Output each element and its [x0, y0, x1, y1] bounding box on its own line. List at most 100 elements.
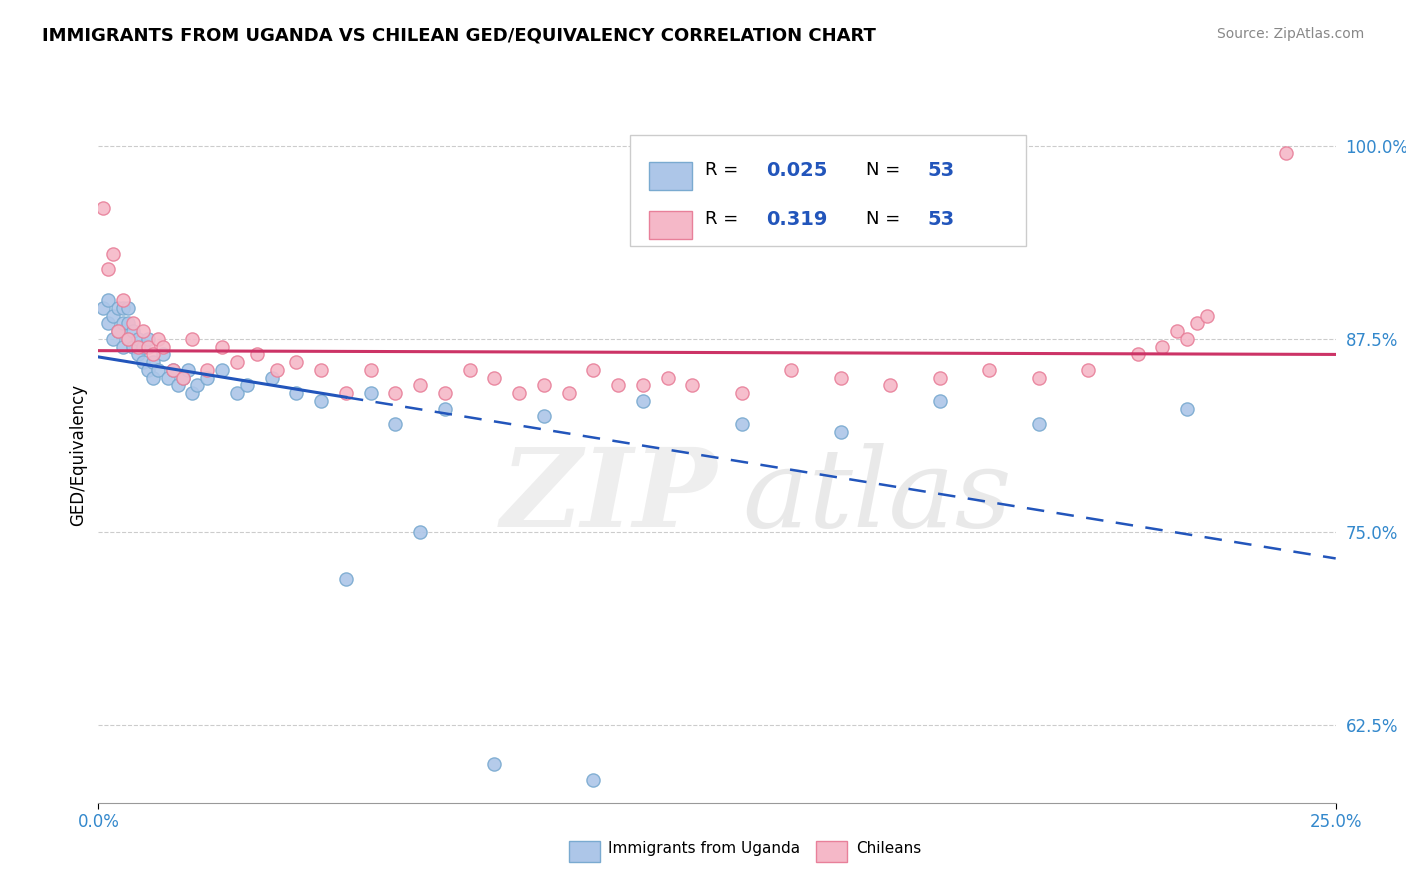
Point — [266, 363, 288, 377]
Point — [260, 370, 283, 384]
Point — [458, 363, 481, 377]
Point — [335, 572, 357, 586]
Point — [285, 386, 308, 401]
Point — [631, 378, 654, 392]
Point — [335, 386, 357, 401]
Text: N =: N = — [866, 161, 905, 179]
Point — [1275, 146, 1298, 161]
Point — [172, 370, 194, 384]
Point — [152, 340, 174, 354]
Point — [928, 370, 950, 384]
Text: Source: ZipAtlas.com: Source: ZipAtlas.com — [1216, 27, 1364, 41]
Point — [484, 370, 506, 384]
Point — [103, 309, 125, 323]
Point — [731, 417, 754, 431]
Point — [127, 347, 149, 361]
FancyBboxPatch shape — [568, 841, 599, 862]
Point — [103, 247, 125, 261]
Y-axis label: GED/Equivalency: GED/Equivalency — [69, 384, 87, 526]
Point — [152, 347, 174, 361]
Point — [132, 355, 155, 369]
Point — [582, 772, 605, 787]
Point — [97, 293, 120, 308]
Point — [176, 363, 198, 377]
Point — [681, 378, 703, 392]
Point — [181, 386, 204, 401]
Point — [132, 324, 155, 338]
Point — [122, 340, 145, 354]
Point — [112, 317, 135, 331]
Point — [1028, 370, 1050, 384]
Point — [246, 347, 269, 361]
Point — [508, 386, 530, 401]
Point — [181, 332, 204, 346]
Point — [127, 332, 149, 346]
Point — [1175, 332, 1198, 346]
Text: 0.319: 0.319 — [766, 210, 828, 229]
Point — [136, 332, 159, 346]
Text: 53: 53 — [928, 161, 955, 180]
Point — [107, 324, 129, 338]
Point — [97, 262, 120, 277]
Text: R =: R = — [704, 161, 744, 179]
Point — [360, 386, 382, 401]
Point — [1195, 309, 1218, 323]
Point — [433, 401, 456, 416]
Point — [211, 340, 233, 354]
Point — [166, 378, 188, 392]
Point — [162, 363, 184, 377]
Point — [142, 355, 165, 369]
FancyBboxPatch shape — [815, 841, 846, 862]
Point — [122, 317, 145, 331]
Point — [607, 378, 630, 392]
Point — [103, 332, 125, 346]
Point — [97, 317, 120, 331]
Point — [533, 378, 555, 392]
Point — [360, 363, 382, 377]
Text: Chileans: Chileans — [856, 840, 921, 855]
Text: ZIP: ZIP — [501, 443, 717, 550]
Point — [142, 347, 165, 361]
Point — [1126, 347, 1149, 361]
Point — [879, 378, 901, 392]
Point — [285, 355, 308, 369]
Point — [117, 332, 139, 346]
Text: IMMIGRANTS FROM UGANDA VS CHILEAN GED/EQUIVALENCY CORRELATION CHART: IMMIGRANTS FROM UGANDA VS CHILEAN GED/EQ… — [42, 27, 876, 45]
Point — [136, 340, 159, 354]
Text: atlas: atlas — [742, 443, 1011, 550]
FancyBboxPatch shape — [650, 211, 692, 239]
Text: 53: 53 — [928, 210, 955, 229]
Point — [142, 370, 165, 384]
Point — [1077, 363, 1099, 377]
Point — [433, 386, 456, 401]
Point — [1166, 324, 1188, 338]
Point — [136, 363, 159, 377]
Text: Immigrants from Uganda: Immigrants from Uganda — [609, 840, 800, 855]
Point — [117, 301, 139, 315]
Point — [112, 301, 135, 315]
Point — [93, 301, 115, 315]
Point — [122, 324, 145, 338]
Point — [384, 417, 406, 431]
Point — [384, 386, 406, 401]
Point — [582, 363, 605, 377]
Point — [186, 378, 208, 392]
Text: 0.025: 0.025 — [766, 161, 828, 180]
FancyBboxPatch shape — [630, 135, 1026, 246]
FancyBboxPatch shape — [650, 161, 692, 190]
Point — [127, 340, 149, 354]
Point — [226, 355, 249, 369]
Point — [93, 201, 115, 215]
Point — [195, 370, 218, 384]
Point — [979, 363, 1001, 377]
Point — [631, 393, 654, 408]
Point — [557, 386, 579, 401]
Point — [657, 370, 679, 384]
Point — [107, 301, 129, 315]
Point — [533, 409, 555, 424]
Point — [309, 393, 332, 408]
Point — [1175, 401, 1198, 416]
Text: R =: R = — [704, 211, 744, 228]
Text: N =: N = — [866, 211, 905, 228]
Point — [1185, 317, 1208, 331]
